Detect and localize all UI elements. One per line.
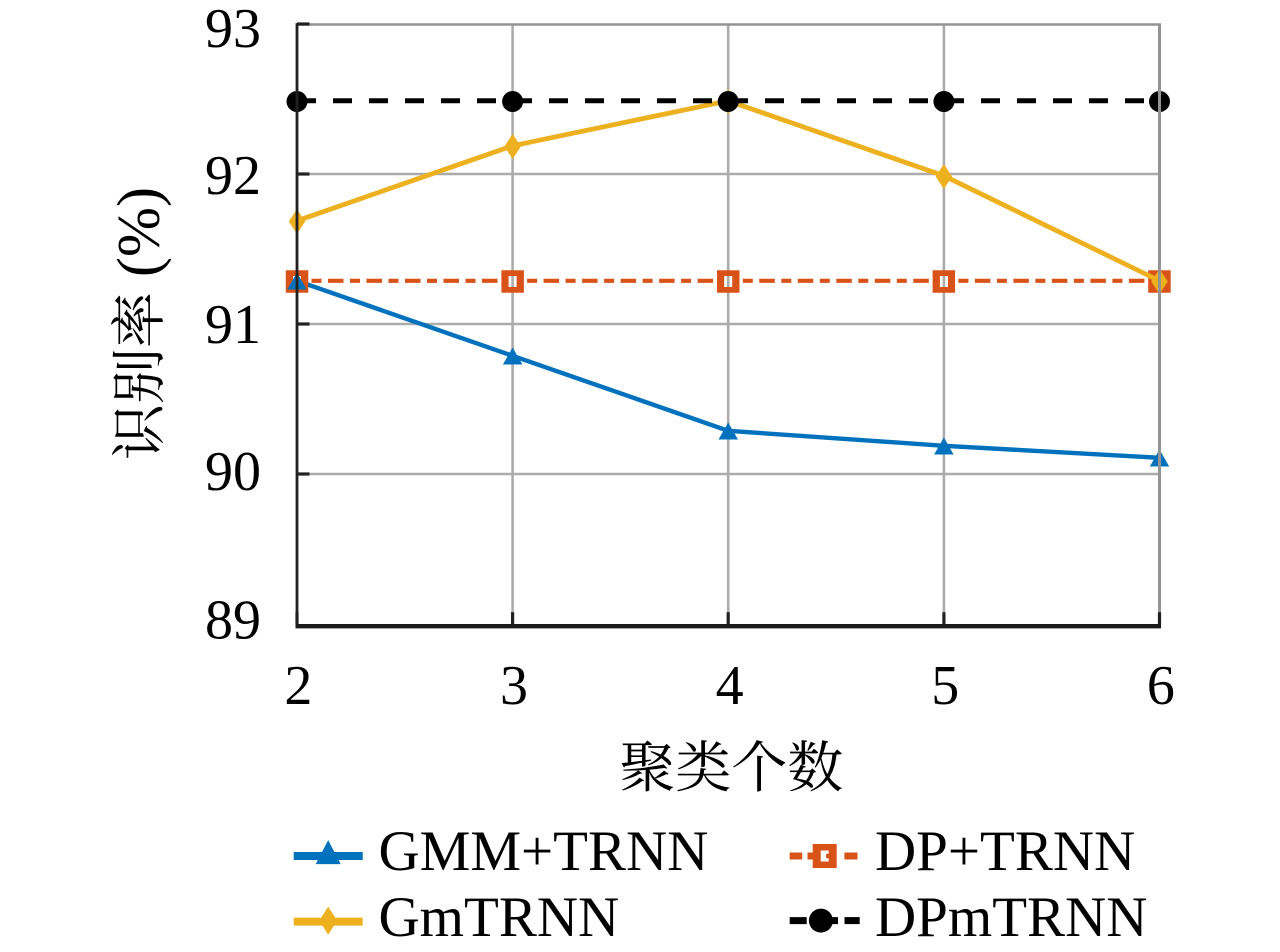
svg-text:GmTRNN: GmTRNN [379, 886, 620, 949]
svg-text:DPmTRNN: DPmTRNN [875, 886, 1147, 949]
svg-text:GMM+TRNN: GMM+TRNN [379, 820, 709, 883]
svg-text:4: 4 [716, 655, 744, 717]
svg-text:92: 92 [205, 145, 261, 207]
svg-text:5: 5 [931, 655, 959, 717]
svg-text:93: 93 [205, 0, 261, 60]
svg-text:90: 90 [205, 441, 261, 503]
svg-text:(%): (%) [106, 187, 172, 277]
svg-text:6: 6 [1147, 655, 1175, 717]
svg-text:2: 2 [284, 655, 312, 717]
svg-text:89: 89 [205, 590, 261, 652]
svg-text:3: 3 [500, 655, 528, 717]
svg-text:DP+TRNN: DP+TRNN [875, 820, 1135, 883]
svg-text:91: 91 [205, 294, 261, 356]
